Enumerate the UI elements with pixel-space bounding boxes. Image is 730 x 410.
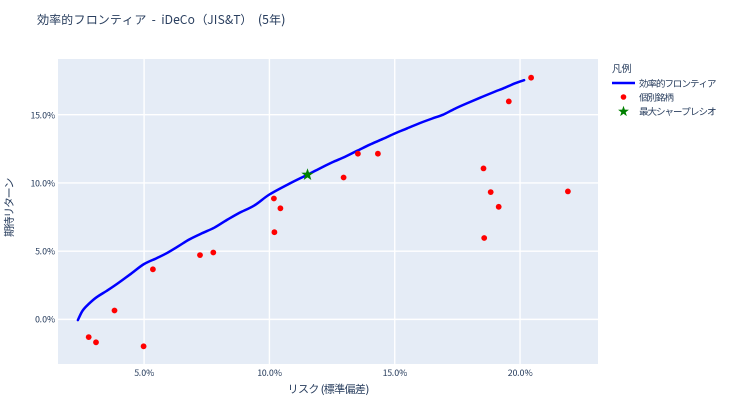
asset-point[interactable] [487,189,494,196]
legend: 凡例 効率的フロンティア 個別銘柄 最大シャープレシオ [612,59,717,118]
asset-point[interactable] [210,249,217,256]
asset-point[interactable] [271,195,277,202]
asset-point[interactable] [528,74,534,81]
asset-point[interactable] [271,229,278,236]
asset-point[interactable] [481,235,488,241]
asset-point[interactable] [111,307,118,314]
y-tick-label: 0.0% [35,312,55,326]
chart-title: 効率的フロンティア - iDeCo（JIS&T） (5年) [37,11,286,28]
y-axis-title: 期待リターン [1,178,17,238]
legend-title: 凡例 [612,59,632,75]
asset-point[interactable] [565,188,571,195]
x-axis-title: リスク (標準偏差) [287,381,370,397]
legend-item-frontier[interactable]: 効率的フロンティア [612,75,717,90]
legend-item-label: 最大シャープレシオ [639,103,717,118]
y-tick-label: 15.0% [30,108,55,122]
y-tick-label: 5.0% [35,244,55,258]
asset-point[interactable] [277,205,284,212]
asset-point[interactable] [140,343,147,350]
asset-point[interactable] [340,174,347,181]
x-tick-label: 15.0% [382,366,408,379]
asset-point[interactable] [150,266,156,273]
x-tick-label: 20.0% [507,366,533,379]
max-sharpe-star[interactable] [301,168,314,180]
x-tick-label: 10.0% [257,366,282,379]
legend-star-swatch [618,105,629,116]
asset-point[interactable] [375,150,381,157]
legend-item-max-sharpe[interactable]: 最大シャープレシオ [612,103,717,118]
asset-point[interactable] [495,203,502,210]
legend-dot-swatch [620,93,627,100]
legend-item-assets[interactable]: 個別銘柄 [612,90,716,104]
x-tick-label: 5.0% [134,366,155,379]
legend-item-label: 個別銘柄 [639,89,674,104]
asset-point[interactable] [355,150,361,157]
y-tick-label: 10.0% [30,176,55,190]
asset-point[interactable] [197,252,203,258]
asset-point[interactable] [505,98,512,105]
frontier-line[interactable] [76,78,526,322]
asset-point[interactable] [480,165,487,172]
plot-background [58,59,598,364]
legend-items: 効率的フロンティア 個別銘柄 最大シャープレシオ [612,75,717,118]
asset-point[interactable] [93,339,99,346]
legend-item-label: 効率的フロンティア [639,75,717,90]
asset-point[interactable] [85,334,92,340]
